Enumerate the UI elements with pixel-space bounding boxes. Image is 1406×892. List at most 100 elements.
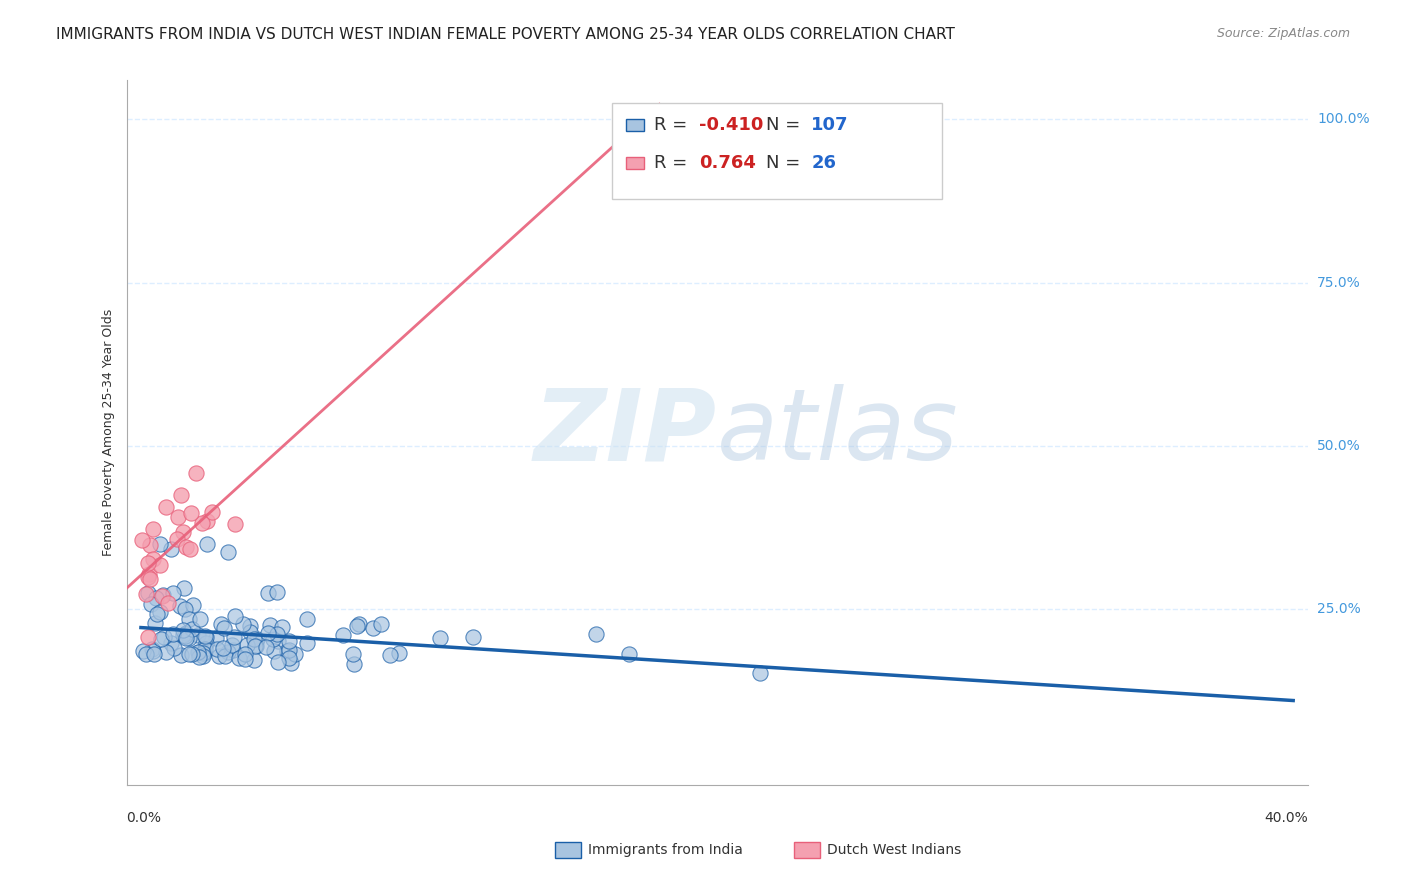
Point (239, 619, 262, 633)
Point (267, 655, 290, 669)
Point (139, 597, 162, 611)
Point (191, 516, 214, 531)
Text: 25.0%: 25.0% (1317, 602, 1361, 615)
Point (194, 641, 217, 656)
Point (149, 606, 172, 620)
Point (191, 646, 214, 660)
Point (243, 632, 266, 646)
Text: 26: 26 (811, 154, 837, 172)
Point (228, 650, 250, 665)
Point (232, 617, 254, 632)
Point (267, 634, 290, 648)
Point (159, 636, 181, 650)
Point (195, 514, 218, 528)
Text: atlas: atlas (717, 384, 959, 481)
Point (270, 620, 292, 634)
Point (332, 628, 354, 642)
Point (242, 652, 264, 666)
Point (254, 640, 277, 654)
Point (136, 556, 159, 570)
Point (159, 541, 181, 556)
Text: Source: ZipAtlas.com: Source: ZipAtlas.com (1216, 27, 1350, 40)
Point (585, 627, 607, 641)
Point (197, 536, 219, 550)
Point (217, 645, 239, 659)
Point (174, 602, 197, 616)
Point (193, 646, 215, 660)
Y-axis label: Female Poverty Among 25-34 Year Olds: Female Poverty Among 25-34 Year Olds (103, 309, 115, 557)
Point (186, 466, 208, 480)
Point (188, 649, 211, 664)
Text: 75.0%: 75.0% (1317, 276, 1361, 290)
Point (263, 644, 285, 658)
Point (163, 640, 186, 655)
Point (149, 536, 172, 550)
Point (212, 641, 235, 656)
Point (233, 648, 256, 662)
Point (276, 644, 298, 658)
Point (138, 572, 160, 586)
Point (179, 612, 201, 626)
Point (284, 647, 307, 661)
Point (224, 609, 246, 624)
Point (221, 638, 243, 652)
Point (266, 627, 288, 641)
Point (180, 622, 202, 636)
Point (262, 632, 284, 646)
Point (187, 628, 209, 642)
Point (380, 648, 402, 663)
Point (277, 651, 299, 665)
Point (172, 525, 194, 540)
Point (239, 625, 262, 640)
Point (181, 598, 204, 612)
Point (141, 644, 163, 658)
Point (194, 631, 217, 645)
Point (141, 642, 163, 657)
Point (179, 541, 201, 556)
Point (174, 631, 197, 645)
Point (157, 596, 180, 610)
Point (266, 585, 288, 599)
Point (347, 616, 370, 631)
Point (166, 532, 188, 546)
Point (361, 621, 384, 635)
Point (188, 645, 211, 659)
Point (195, 635, 218, 649)
Point (295, 636, 318, 650)
Point (619, 647, 641, 661)
Point (188, 613, 211, 627)
Point (162, 627, 184, 641)
Text: Immigrants from India: Immigrants from India (588, 843, 742, 857)
Point (295, 612, 318, 626)
Point (463, 630, 485, 644)
Point (135, 587, 157, 601)
Point (388, 646, 411, 660)
Point (233, 651, 256, 665)
Point (180, 647, 202, 661)
Text: 0.764: 0.764 (699, 154, 755, 172)
Text: 100.0%: 100.0% (1317, 112, 1369, 127)
Point (172, 624, 194, 638)
Point (162, 586, 184, 600)
Point (131, 533, 153, 548)
Point (179, 631, 201, 645)
Point (145, 591, 167, 606)
Point (217, 545, 239, 559)
Text: R =: R = (654, 154, 693, 172)
Text: -0.410: -0.410 (699, 116, 763, 134)
Point (170, 648, 193, 662)
Text: 0.0%: 0.0% (127, 811, 162, 825)
Point (245, 640, 267, 654)
Point (174, 626, 197, 640)
Point (257, 586, 280, 600)
Point (236, 638, 259, 652)
Text: 40.0%: 40.0% (1264, 811, 1308, 825)
Text: N =: N = (766, 116, 806, 134)
Point (191, 648, 214, 663)
Point (143, 616, 166, 631)
Point (155, 645, 177, 659)
Point (142, 552, 165, 566)
Point (187, 645, 209, 659)
Text: R =: R = (654, 116, 693, 134)
Point (209, 616, 232, 631)
